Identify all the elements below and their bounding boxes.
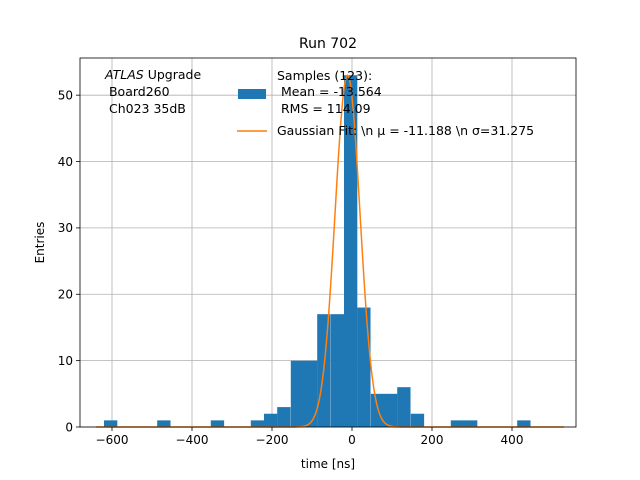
x-tick-label: −200 [256,433,289,447]
histogram-bar [304,360,318,427]
annotation-line-2: Board260 [105,84,170,99]
x-tick-label: 400 [501,433,524,447]
grid [80,58,576,428]
y-tick-label: 20 [58,288,73,302]
histogram-bars [104,75,531,427]
x-axis-ticks: −600 −400 −200 0 200 400 [96,427,524,447]
plot-frame [79,57,577,428]
histogram-bar [210,420,225,427]
histogram-bar [250,420,265,427]
histogram-bar [410,413,425,427]
histogram-bar [277,407,291,427]
annotation-line-3: Ch023 35dB [105,101,186,116]
histogram-bar [450,420,465,427]
histogram-bar [344,75,358,427]
histogram-bar [104,420,118,427]
x-tick-label: −600 [96,433,129,447]
x-tick-label: 200 [421,433,444,447]
histogram-bar [517,420,531,427]
legend-fit-label: Gaussian Fit: \n μ = -11.188 \n σ=31.275 [277,123,534,138]
y-axis-label: Entries [33,222,47,264]
atlas-label: ATLAS [104,67,144,82]
x-axis-label: time [ns] [301,457,355,471]
atlas-annotation: ATLAS Upgrade Board260 Ch023 35dB [104,67,201,116]
histogram-bar [384,393,398,427]
upgrade-label: Upgrade [144,67,202,82]
histogram-bar [397,387,411,427]
annotation-line-1: ATLAS Upgrade [104,67,201,82]
y-tick-label: 0 [65,420,73,434]
histogram-bar [464,420,478,427]
legend-histogram-label-line-1: Samples (123): [277,68,372,83]
legend-histogram-swatch [238,89,266,99]
legend-histogram-label-line-3: RMS = 114.09 [277,101,371,116]
histogram-bar [290,360,305,427]
legend: Samples (123): Mean = -13.564 RMS = 114.… [237,68,534,138]
legend-histogram-label-line-2: Mean = -13.564 [277,84,382,99]
histogram-bar [370,393,385,427]
y-axis-ticks: 0 10 20 30 40 50 [58,88,80,434]
x-tick-label: 0 [348,433,356,447]
y-tick-label: 30 [58,221,73,235]
histogram-bar [157,420,171,427]
y-tick-label: 40 [58,155,73,169]
chart-title: Run 702 [299,36,357,52]
histogram-bar [330,314,345,427]
y-tick-label: 10 [58,354,73,368]
histogram-bar [357,307,371,427]
histogram-bar [264,413,278,427]
x-tick-label: −400 [176,433,209,447]
y-tick-label: 50 [58,88,73,102]
